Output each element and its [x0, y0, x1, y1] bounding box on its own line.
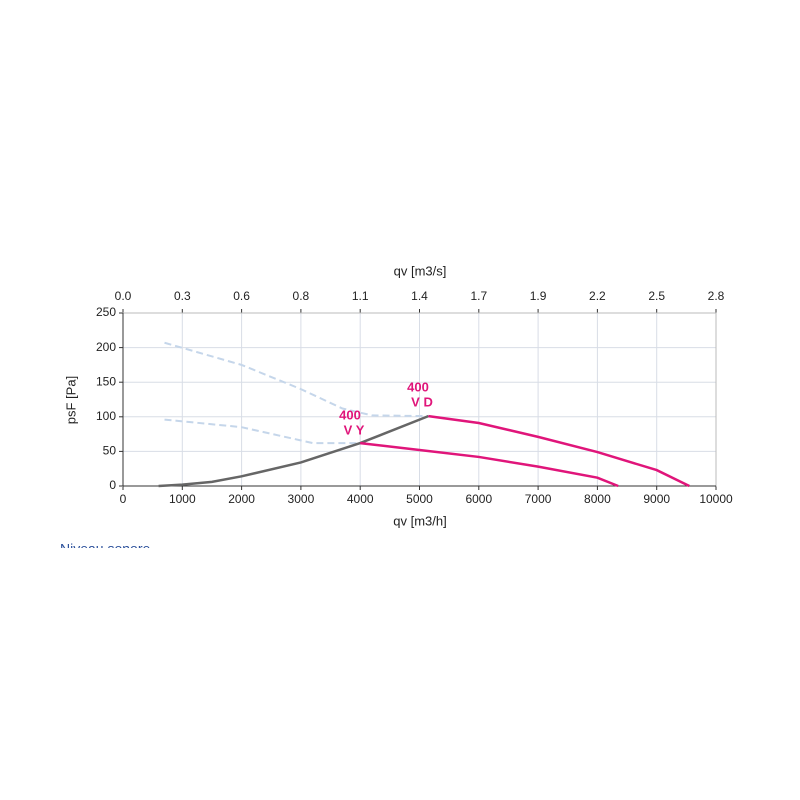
- x-tick-label: 10000: [699, 492, 733, 506]
- annotation: 400: [407, 379, 429, 394]
- y-tick-label: 50: [103, 444, 117, 458]
- section-heading: Niveau sonore: [60, 541, 150, 557]
- x2-tick-label: 2.5: [648, 289, 665, 303]
- annotation: V D: [411, 394, 433, 409]
- x-tick-label: 2000: [228, 492, 255, 506]
- y-axis-title: psF [Pa]: [63, 376, 78, 424]
- x-tick-label: 5000: [406, 492, 433, 506]
- y-tick-label: 0: [109, 478, 116, 492]
- x-axis-title: qv [m3/h]: [393, 513, 446, 528]
- x-tick-label: 6000: [465, 492, 492, 506]
- x2-tick-label: 1.4: [411, 289, 428, 303]
- x2-tick-label: 0.0: [115, 289, 132, 303]
- series-line: [164, 418, 361, 445]
- x-tick-label: 7000: [525, 492, 552, 506]
- y-tick-label: 200: [96, 340, 116, 354]
- top-axis-title: qv [m3/s]: [394, 263, 447, 278]
- x-tick-label: 1000: [169, 492, 196, 506]
- x2-tick-label: 1.1: [352, 289, 369, 303]
- y-tick-label: 100: [96, 409, 116, 423]
- x2-tick-label: 1.9: [530, 289, 547, 303]
- x-tick-label: 8000: [584, 492, 611, 506]
- series-line: [360, 441, 619, 488]
- x-tick-label: 0: [120, 492, 127, 506]
- x2-tick-label: 2.2: [589, 289, 606, 303]
- x2-tick-label: 0.8: [293, 289, 310, 303]
- x-tick-label: 3000: [288, 492, 315, 506]
- annotation: 400: [339, 407, 361, 422]
- x2-tick-label: 2.8: [708, 289, 725, 303]
- x-tick-label: 9000: [643, 492, 670, 506]
- x2-tick-label: 0.6: [233, 289, 250, 303]
- series-line: [164, 341, 429, 418]
- x2-tick-label: 0.3: [174, 289, 191, 303]
- annotation: V Y: [344, 422, 365, 437]
- y-tick-label: 150: [96, 374, 116, 388]
- x2-tick-label: 1.7: [470, 289, 487, 303]
- y-tick-label: 250: [96, 305, 116, 319]
- series-line: [428, 414, 690, 488]
- x-tick-label: 4000: [347, 492, 374, 506]
